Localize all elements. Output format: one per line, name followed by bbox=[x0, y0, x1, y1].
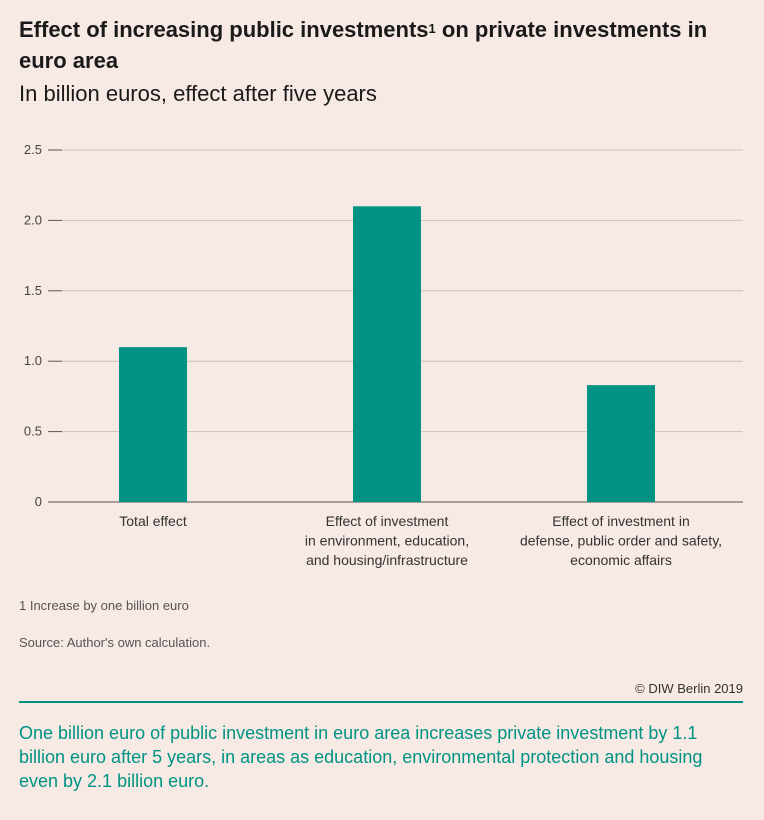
y-tick-label: 0.5 bbox=[24, 424, 42, 439]
y-tick-label: 2.0 bbox=[24, 212, 42, 227]
x-category-label: Effect of investment in defense, public o… bbox=[520, 513, 722, 568]
bar-chart: 0 0.5 1.0 1.5 2.0 2.5 Total effect Effect of in… bbox=[24, 142, 743, 568]
title-footnote-mark: 1 bbox=[428, 21, 436, 36]
y-tick-label: 0 bbox=[35, 494, 42, 509]
summary-text: One billion euro of public investment in… bbox=[19, 723, 703, 791]
x-category-label: Effect of investment in environment, educ… bbox=[305, 513, 469, 568]
bar bbox=[587, 385, 655, 502]
bar bbox=[119, 347, 187, 502]
y-tick-label: 1.5 bbox=[24, 283, 42, 298]
bar bbox=[353, 206, 421, 502]
title-main: Effect of increasing public investments bbox=[19, 17, 429, 42]
copyright: © DIW Berlin 2019 bbox=[635, 681, 743, 696]
title-rest: on private investments in euro area bbox=[19, 17, 708, 73]
footnote: 1 Increase by one billion euro bbox=[19, 598, 189, 613]
chart-title: Effect of increasing public investments1… bbox=[19, 14, 749, 76]
divider-line bbox=[19, 701, 743, 703]
y-tick-label: 1.0 bbox=[24, 353, 42, 368]
source-note: Source: Author's own calculation. bbox=[19, 635, 211, 650]
chart-subtitle: In billion euros, effect after five year… bbox=[19, 81, 377, 106]
x-category-label: Total effect bbox=[119, 513, 187, 529]
y-tick-label: 2.5 bbox=[24, 142, 42, 157]
